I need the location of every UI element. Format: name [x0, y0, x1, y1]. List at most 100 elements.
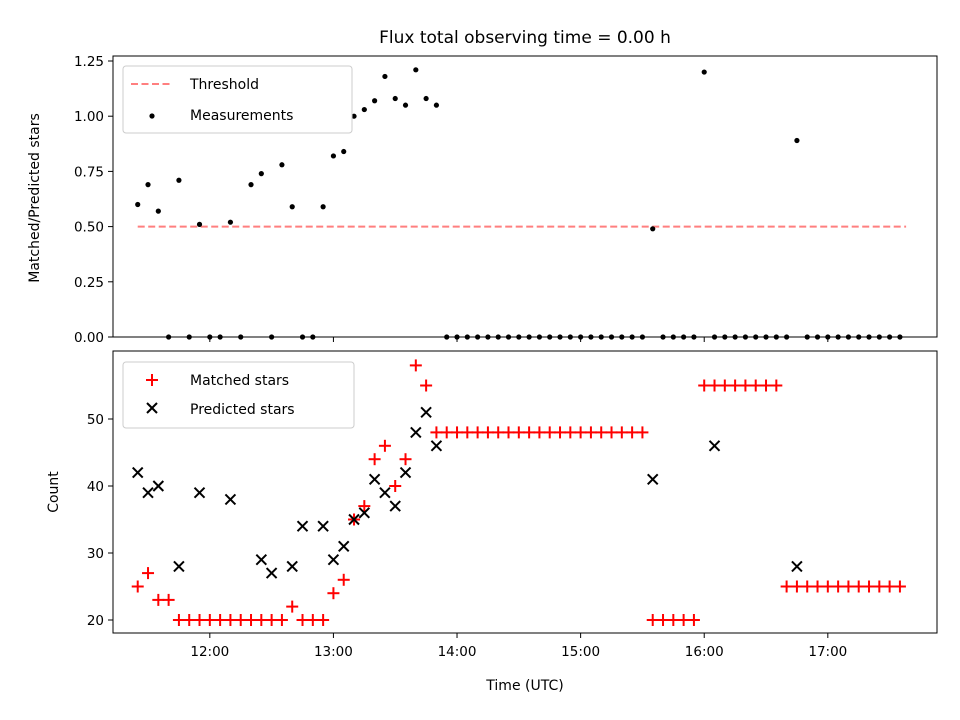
measurement-point — [650, 226, 656, 232]
bottom-x-tick-label: 14:00 — [438, 644, 477, 660]
predicted-star-marker — [338, 540, 350, 553]
matched-star-marker — [739, 379, 752, 392]
predicted-star-marker-b — [142, 486, 154, 499]
matched-star-marker — [667, 614, 680, 626]
measurement-point — [279, 162, 285, 168]
predicted-star-marker — [265, 567, 278, 579]
bottom-y-tick-label: 20 — [87, 613, 104, 629]
predicted-star-marker-b — [368, 473, 381, 486]
bottom-legend-matched-swatch — [146, 374, 158, 386]
predicted-star-marker — [430, 440, 443, 452]
predicted-star-marker — [410, 426, 422, 439]
bottom-y-axis-label: Count — [46, 471, 62, 513]
predicted-star-marker-b — [317, 520, 329, 532]
predicted-star-marker — [379, 486, 391, 499]
measurement-point — [227, 219, 234, 225]
measurement-point — [196, 221, 203, 227]
matched-star-marker — [317, 614, 330, 626]
predicted-star-marker-b — [255, 553, 268, 566]
bottom-plot-frame — [112, 350, 938, 634]
top-legend-threshold-label: Threshold — [189, 77, 259, 93]
bottom-x-tick-label: 17:00 — [808, 644, 847, 660]
predicted-star-marker-b — [348, 513, 360, 526]
matched-star-marker — [605, 426, 618, 439]
predicted-star-marker-b — [173, 560, 185, 573]
measurement-point — [372, 98, 378, 104]
predicted-star-marker — [348, 513, 360, 526]
predicted-star-marker — [420, 406, 432, 419]
matched-star-marker — [832, 580, 845, 593]
matched-star-marker — [327, 587, 340, 600]
predicted-star-marker-b — [791, 560, 803, 573]
matched-star-marker — [574, 426, 587, 439]
predicted-star-marker — [368, 473, 381, 486]
matched-star-marker — [255, 614, 268, 626]
matched-star-marker — [883, 580, 896, 593]
matched-star-marker — [564, 426, 577, 439]
matched-star-marker — [543, 426, 556, 439]
matched-star-marker — [893, 580, 906, 593]
matched-star-marker — [420, 379, 433, 392]
measurement-point — [701, 69, 707, 75]
bottom-legend: Matched stars Predicted stars — [122, 361, 355, 429]
top-legend-measurements-label: Measurements — [190, 108, 293, 124]
predicted-star-marker — [296, 520, 309, 532]
predicted-star-marker — [142, 486, 154, 499]
predicted-star-marker — [132, 466, 144, 479]
matched-star-marker — [193, 614, 206, 626]
measurement-point — [402, 102, 409, 108]
measurement-point — [330, 153, 337, 159]
measurement-point — [433, 102, 440, 108]
matched-star-marker — [183, 614, 196, 626]
predicted-star-marker — [708, 440, 721, 452]
predicted-star-marker-b — [389, 500, 401, 512]
predicted-star-marker — [152, 480, 165, 492]
top-y-tick-label: 1.25 — [74, 54, 104, 70]
matched-star-marker — [481, 426, 494, 439]
matched-star-marker — [677, 614, 690, 626]
predicted-star-marker-b — [358, 507, 371, 519]
matched-star-marker — [821, 580, 834, 593]
bottom-y-tick-label: 40 — [87, 479, 104, 495]
matched-star-marker — [780, 580, 793, 593]
bottom-x-tick-label: 16:00 — [685, 644, 724, 660]
top-y-tick-label: 0.00 — [74, 330, 104, 346]
predicted-star-marker-b — [430, 440, 443, 452]
predicted-star-marker-b — [647, 473, 659, 486]
measurement-point — [341, 148, 347, 155]
matched-star-marker — [389, 480, 402, 492]
matched-star-marker — [626, 426, 639, 439]
matched-star-marker — [749, 379, 762, 392]
matched-star-marker — [790, 580, 803, 593]
matched-star-marker — [729, 379, 742, 392]
matched-star-marker — [471, 426, 484, 439]
matched-star-marker — [306, 614, 319, 626]
matched-star-marker — [214, 614, 227, 626]
matched-star-marker — [595, 426, 608, 439]
matched-star-marker — [687, 614, 700, 626]
measurement-point — [382, 73, 388, 80]
measurement-point — [361, 106, 367, 113]
predicted-star-marker-b — [327, 553, 340, 566]
measurement-point — [289, 204, 295, 210]
measurement-point — [145, 182, 151, 188]
predicted-star-marker-b — [379, 486, 391, 499]
predicted-star-marker — [358, 507, 371, 519]
measurement-point — [320, 204, 326, 210]
top-y-tick-label: 0.50 — [74, 220, 104, 236]
predicted-star-marker-b — [265, 567, 278, 579]
predicted-star-marker — [173, 560, 185, 573]
matched-star-marker — [142, 567, 155, 580]
predicted-star-marker-b — [286, 560, 298, 573]
measurement-point — [155, 208, 161, 214]
matched-star-marker — [492, 426, 505, 439]
matched-star-marker — [275, 614, 288, 626]
matched-star-marker — [502, 426, 515, 439]
predicted-star-marker-b — [224, 493, 237, 506]
top-panel: 0.00 0.25 0.50 0.75 1.00 1.25 — [74, 54, 938, 346]
predicted-star-marker-b — [410, 426, 422, 439]
predicted-star-marker — [791, 560, 803, 573]
matched-star-marker — [409, 359, 422, 372]
matched-star-marker — [512, 426, 525, 439]
measurement-point — [794, 137, 800, 144]
